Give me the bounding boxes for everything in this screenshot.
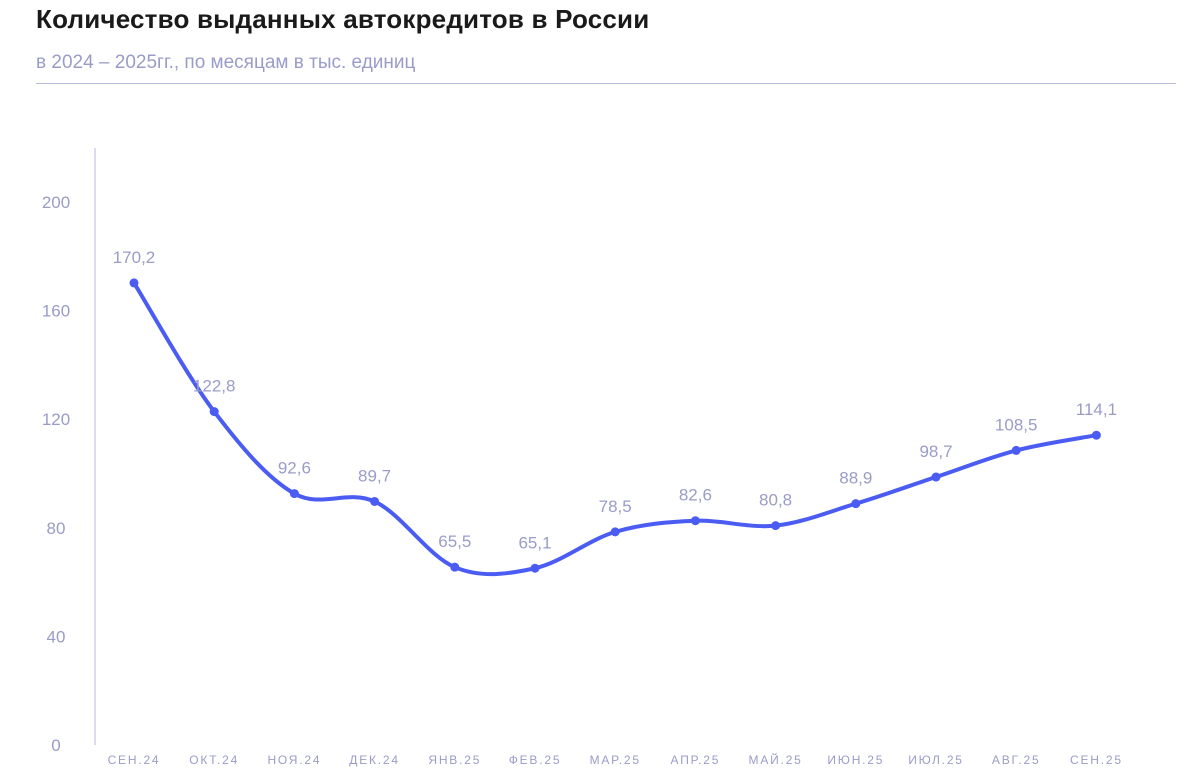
chart-subtitle: в 2024 – 2025гг., по месяцам в тыс. един… <box>36 52 416 73</box>
data-point <box>771 521 781 531</box>
data-point <box>129 278 139 288</box>
x-tick-label: МАЙ.25 <box>749 752 803 767</box>
x-tick-label: СЕН.25 <box>1070 753 1123 767</box>
x-tick-label: ОКТ.24 <box>189 753 239 767</box>
data-label: 170,2 <box>113 248 156 267</box>
x-tick-label: АПР.25 <box>671 753 721 767</box>
data-label: 82,6 <box>679 486 712 505</box>
x-tick-label: ИЮН.25 <box>827 753 884 767</box>
data-point <box>530 563 540 573</box>
data-label: 65,5 <box>438 532 471 551</box>
data-label: 88,9 <box>839 469 872 488</box>
x-tick-label: НОЯ.24 <box>267 753 321 767</box>
data-point <box>851 499 861 509</box>
header-divider <box>36 83 1176 84</box>
y-tick-label: 80 <box>47 519 66 538</box>
data-point <box>289 489 299 499</box>
data-label: 78,5 <box>599 497 632 516</box>
y-tick-label: 40 <box>47 627 66 646</box>
x-tick-label: СЕН.24 <box>108 753 161 767</box>
data-label: 114,1 <box>1076 400 1117 419</box>
chart-title: Количество выданных автокредитов в Росси… <box>36 4 650 34</box>
data-point <box>610 527 620 537</box>
data-point <box>931 472 941 482</box>
data-point <box>1091 430 1101 440</box>
y-tick-label: 0 <box>51 736 60 755</box>
y-tick-label: 200 <box>42 193 70 212</box>
y-tick-label: 120 <box>42 410 70 429</box>
data-label: 89,7 <box>358 466 391 485</box>
data-point <box>690 516 700 526</box>
data-point <box>1011 445 1021 455</box>
data-label: 80,8 <box>759 491 792 510</box>
data-label: 108,5 <box>995 415 1038 434</box>
data-point <box>450 562 460 572</box>
x-tick-label: ДЕК.24 <box>349 753 400 767</box>
x-tick-label: АВГ.25 <box>992 753 1041 767</box>
y-tick-label: 160 <box>42 302 70 321</box>
x-tick-label: ИЮЛ.25 <box>908 753 964 767</box>
x-tick-label: МАР.25 <box>590 753 641 767</box>
data-label: 98,7 <box>919 442 952 461</box>
data-point <box>209 407 219 417</box>
data-point <box>370 496 380 506</box>
data-label: 122,8 <box>193 377 236 396</box>
data-label: 65,1 <box>518 533 551 552</box>
x-tick-label: ЯНВ.25 <box>428 753 481 767</box>
data-label: 92,6 <box>278 459 311 478</box>
x-tick-label: ФЕВ.25 <box>509 753 562 767</box>
